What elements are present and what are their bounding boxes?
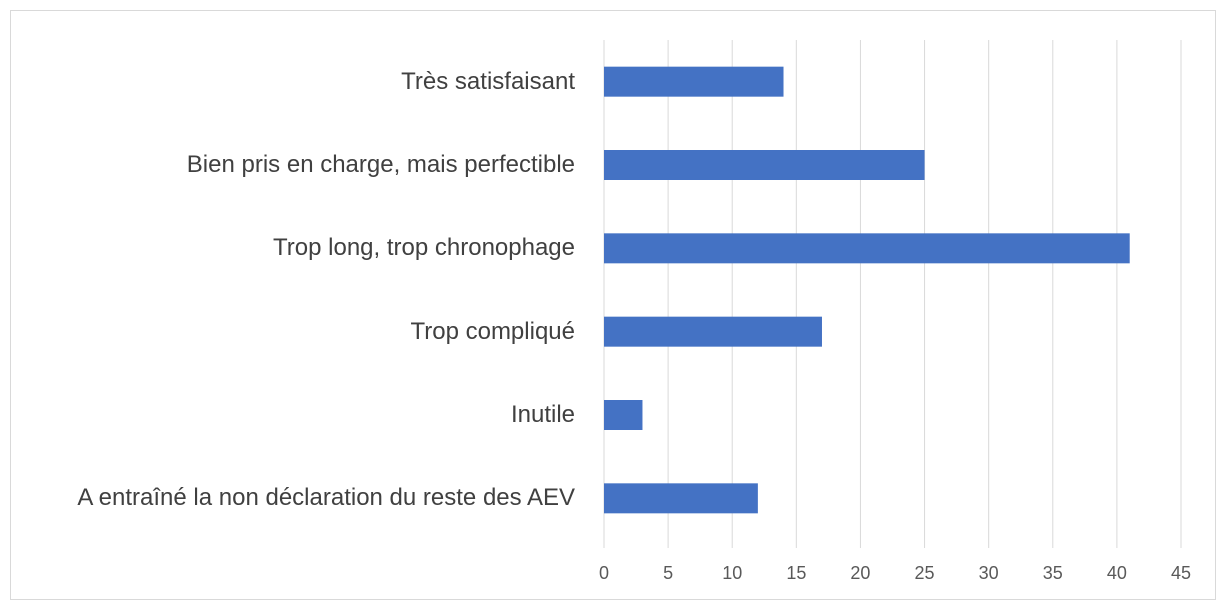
bar [604, 483, 758, 514]
x-tick-label: 35 [1043, 563, 1063, 583]
x-tick-label: 20 [850, 563, 870, 583]
y-tick-label: Trop long, trop chronophage [273, 234, 575, 262]
y-tick-label: Trop compliqué [410, 317, 575, 345]
x-tick-label: 10 [722, 563, 742, 583]
x-tick-label: 0 [599, 563, 609, 583]
y-tick-label: Inutile [510, 401, 575, 428]
x-tick-label: 45 [1171, 563, 1191, 583]
bar [604, 150, 925, 180]
x-tick-label: 30 [979, 563, 999, 583]
y-tick-label: Très satisfaisant [401, 67, 575, 95]
x-tick-label: 25 [915, 563, 935, 583]
bar [604, 400, 643, 430]
bar [604, 316, 822, 347]
x-tick-label: 40 [1107, 563, 1127, 583]
bar [604, 66, 784, 97]
x-tick-label: 5 [663, 563, 673, 583]
y-tick-label: A entraîné la non déclaration du reste d… [77, 484, 575, 512]
y-tick-label: Bien pris en charge, mais perfectible [186, 151, 575, 178]
bar [604, 233, 1130, 264]
x-tick-label: 15 [786, 563, 806, 583]
